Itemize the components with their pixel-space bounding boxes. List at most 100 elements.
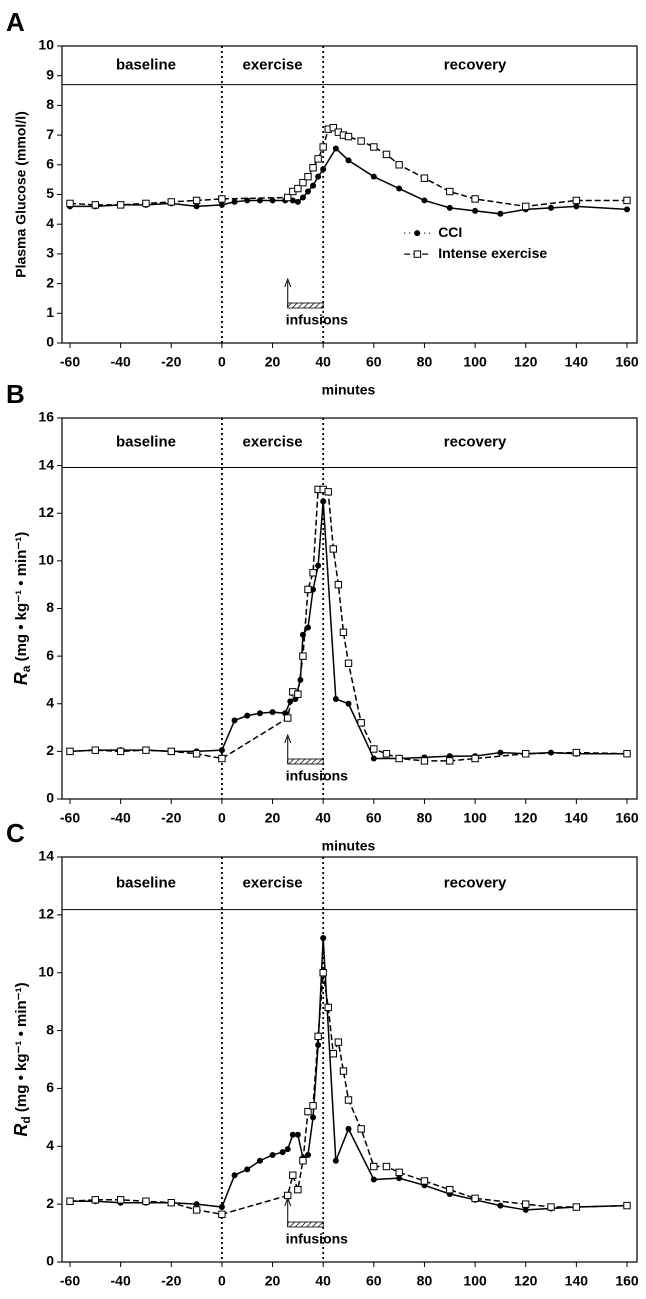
y-axis-label: Ra (mg • kg⁻¹ • min⁻¹) — [11, 532, 33, 686]
x-tick-label: 40 — [315, 810, 331, 826]
x-tick-label: 140 — [565, 354, 589, 370]
x-tick-label: 40 — [315, 354, 331, 370]
phase-label: baseline — [116, 874, 176, 891]
y-tick-label: 6 — [46, 1079, 54, 1095]
y-axis-label: Rd (mg • kg⁻¹ • min⁻¹) — [11, 982, 33, 1136]
series-line — [69, 501, 627, 760]
y-label-symbol: R — [11, 672, 31, 685]
data-point — [396, 185, 403, 192]
data-point — [446, 1185, 454, 1194]
y-tick-label: 4 — [46, 694, 54, 710]
y-tick-label: 2 — [46, 1195, 54, 1211]
data-point — [344, 1096, 353, 1104]
data-point — [329, 123, 338, 132]
plot-frame — [61, 856, 638, 1263]
x-tick-label: 0 — [218, 1273, 226, 1289]
y-tick-label: 8 — [46, 96, 54, 112]
data-point — [231, 198, 238, 205]
data-point — [345, 1125, 352, 1132]
data-point — [218, 754, 226, 763]
data-point — [345, 157, 352, 164]
data-point — [299, 178, 307, 187]
y-tick-label: 4 — [46, 1137, 54, 1153]
data-point — [309, 164, 317, 172]
data-point — [339, 628, 348, 637]
x-tick-label: 20 — [265, 810, 281, 826]
data-point — [344, 659, 353, 667]
y-tick-label: 8 — [46, 599, 54, 615]
data-point — [294, 184, 302, 193]
data-point — [289, 1131, 296, 1138]
data-point — [304, 1107, 312, 1116]
data-point — [329, 545, 338, 553]
data-point — [91, 1196, 100, 1204]
data-point — [116, 1196, 125, 1204]
x-tick-label: -20 — [161, 810, 181, 826]
x-tick-label: 80 — [417, 354, 433, 370]
data-point — [522, 750, 530, 758]
data-point — [334, 1038, 343, 1046]
data-point — [218, 747, 225, 754]
y-tick-label: 6 — [46, 647, 54, 663]
data-point — [320, 935, 327, 941]
data-point — [472, 207, 479, 214]
data-point — [320, 498, 327, 505]
series-line — [69, 126, 627, 208]
data-point — [344, 132, 353, 141]
y-tick-label: 12 — [38, 906, 54, 922]
data-point — [294, 1131, 301, 1138]
infusion-bar — [287, 1221, 324, 1228]
panel: A 0 1 2 3 4 5 6 7 8 9 10 -60 -40 -20 0 20 40 60 80 100 120 140… — [6, 7, 639, 398]
data-point — [623, 750, 631, 758]
data-point — [314, 155, 322, 163]
data-point — [167, 1198, 175, 1207]
data-point — [269, 1151, 276, 1158]
data-point — [471, 754, 479, 763]
data-point — [299, 194, 306, 201]
data-point — [91, 746, 100, 754]
data-point — [192, 750, 201, 758]
data-point — [548, 204, 555, 211]
legend-label: CCI — [438, 224, 462, 240]
y-tick-label: 6 — [46, 156, 54, 172]
y-tick-label: 0 — [46, 1253, 54, 1269]
data-point — [231, 717, 238, 724]
y-label-symbol: R — [11, 1124, 31, 1137]
series-line — [69, 488, 628, 762]
data-point — [324, 488, 332, 496]
data-point — [299, 1157, 307, 1165]
data-point — [332, 695, 339, 702]
x-axis-label: minutes — [322, 382, 376, 398]
x-tick-label: 0 — [218, 810, 226, 826]
data-point — [116, 747, 125, 756]
data-point — [357, 1125, 365, 1133]
y-tick-label: 10 — [38, 552, 54, 568]
data-point — [396, 1175, 403, 1182]
data-point — [395, 161, 403, 169]
data-point — [310, 1114, 317, 1121]
panel-letter: B — [6, 379, 25, 409]
y-tick-label: 16 — [38, 409, 54, 425]
phase-label: baseline — [116, 434, 176, 451]
x-tick-label: 60 — [366, 354, 382, 370]
data-point — [167, 747, 175, 756]
data-point — [497, 1202, 504, 1209]
y-tick-label: 0 — [46, 790, 54, 806]
data-point — [497, 749, 504, 756]
panel-letter: A — [6, 7, 25, 37]
y-tick-label: 0 — [46, 334, 54, 350]
data-point — [421, 197, 428, 204]
data-point — [370, 173, 377, 180]
data-point — [256, 710, 263, 717]
phase-label: baseline — [116, 56, 176, 73]
data-point — [284, 1191, 292, 1200]
data-point — [299, 652, 307, 660]
data-point — [256, 1157, 263, 1164]
phase-label: recovery — [444, 434, 507, 451]
x-tick-label: -60 — [60, 810, 80, 826]
y-tick-label: 5 — [46, 185, 54, 201]
data-point — [332, 145, 339, 152]
data-point — [370, 745, 378, 753]
y-label-subscript: a — [19, 665, 33, 672]
